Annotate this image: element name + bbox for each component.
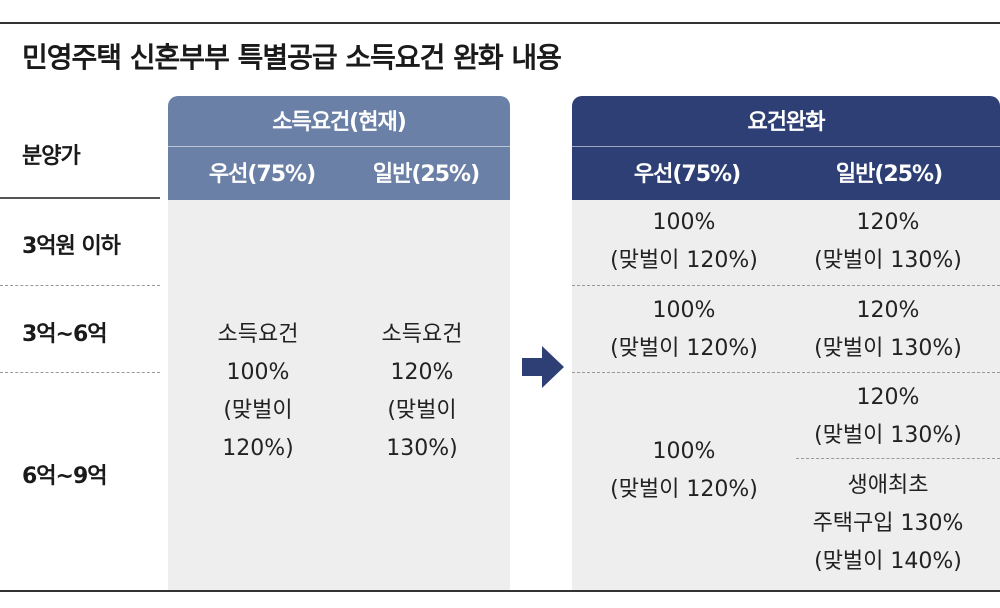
relaxed-priority-label: 우선(75%) xyxy=(633,162,741,187)
bottom-rule xyxy=(0,590,1000,592)
cell-line: 120% xyxy=(856,298,920,323)
current-header: 소득요건(현재) 우선(75%) 일반(25%) xyxy=(168,96,510,200)
row-header-label: 분양가 xyxy=(22,144,81,169)
relaxed-header-title: 요건완화 xyxy=(747,110,826,135)
current-general-label: 일반(25%) xyxy=(372,162,480,187)
relaxed-row2-general: 120% (맞벌이 130%) xyxy=(788,292,988,368)
relaxed-row3-priority: 100% (맞벌이 120%) xyxy=(584,433,784,509)
cell-line: (맞벌이 130%) xyxy=(814,336,962,361)
relaxed-header: 요건완화 우선(75%) 일반(25%) xyxy=(572,96,1000,200)
cell-line: 100% xyxy=(652,210,716,235)
cell-line: 120% xyxy=(390,360,454,385)
row-label-3-to-6: 3억~6억 xyxy=(22,322,108,347)
current-priority-label: 우선(75%) xyxy=(208,162,316,187)
sub-divider xyxy=(796,458,1000,459)
cell-line: 120% xyxy=(856,210,920,235)
row-label-6-to-9: 6억~9억 xyxy=(22,464,108,489)
page-title: 민영주택 신혼부부 특별공급 소득요건 완화 내용 xyxy=(22,41,562,74)
cell-line: 100% xyxy=(652,298,716,323)
row-label-under-3: 3억원 이하 xyxy=(22,234,121,259)
cell-line: 소득요건 xyxy=(217,322,299,347)
cell-line: (맞벌이 120%) xyxy=(610,248,758,273)
header-divider xyxy=(572,146,1000,147)
cell-line: 생애최초 xyxy=(847,473,929,498)
cell-line: (맞벌이 130%) xyxy=(814,248,962,273)
cell-line: (맞벌이 xyxy=(387,398,457,423)
current-header-title: 소득요건(현재) xyxy=(272,110,407,135)
header-divider xyxy=(168,146,510,147)
cell-line: 소득요건 xyxy=(381,322,463,347)
cell-line: (맞벌이 xyxy=(223,398,293,423)
relaxed-row2-priority: 100% (맞벌이 120%) xyxy=(584,292,784,368)
cell-line: 100% xyxy=(226,360,290,385)
cell-line: (맞벌이 140%) xyxy=(814,549,962,574)
current-general-cell: 소득요건 120% (맞벌이 130%) xyxy=(342,316,502,468)
row-divider xyxy=(572,285,1000,286)
cell-line: 주택구입 130% xyxy=(812,511,964,536)
cell-line: (맞벌이 120%) xyxy=(610,477,758,502)
cell-line: 120% xyxy=(856,385,920,410)
right-arrow-icon xyxy=(522,346,564,388)
relaxed-row1-general: 120% (맞벌이 130%) xyxy=(788,204,988,280)
row-divider xyxy=(572,372,1000,373)
cell-line: 130%) xyxy=(386,436,458,461)
row-divider xyxy=(0,285,160,286)
row-header-rule xyxy=(0,197,160,199)
current-priority-cell: 소득요건 100% (맞벌이 120%) xyxy=(178,316,338,468)
relaxed-row3-general-b: 생애최초 주택구입 130% (맞벌이 140%) xyxy=(788,467,988,581)
cell-line: (맞벌이 120%) xyxy=(610,336,758,361)
row-divider xyxy=(0,372,160,373)
cell-line: (맞벌이 130%) xyxy=(814,423,962,448)
cell-line: 100% xyxy=(652,439,716,464)
cell-line: 120%) xyxy=(222,436,294,461)
relaxed-general-label: 일반(25%) xyxy=(835,162,943,187)
top-rule xyxy=(0,22,1000,24)
relaxed-row3-general-a: 120% (맞벌이 130%) xyxy=(788,379,988,455)
relaxed-row1-priority: 100% (맞벌이 120%) xyxy=(584,204,784,280)
